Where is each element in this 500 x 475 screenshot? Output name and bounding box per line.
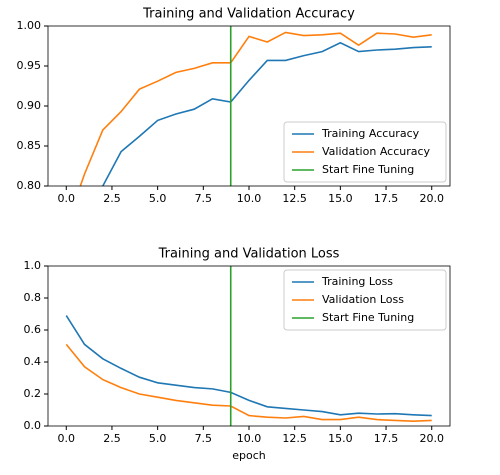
chart-title: Training and Validation Accuracy (142, 7, 355, 22)
y-tick-label: 0.85 (17, 139, 42, 152)
x-tick-label: 20.0 (419, 432, 444, 445)
legend-label: Training Accuracy (321, 127, 420, 140)
x-tick-label: 0.0 (58, 192, 76, 205)
axes-frame (47, 265, 451, 427)
series-line (65, 343, 432, 423)
x-tick-label: 7.5 (195, 432, 213, 445)
plot-area (65, 266, 432, 426)
y-tick-label: 0.0 (24, 419, 42, 432)
y-tick-label: 0.90 (17, 99, 42, 112)
legend-label: Validation Accuracy (322, 145, 431, 158)
x-tick-label: 17.5 (374, 432, 399, 445)
y-tick-label: 0.95 (17, 59, 42, 72)
x-tick-label: 12.5 (282, 192, 307, 205)
x-tick-label: 15.0 (328, 432, 353, 445)
legend-label: Start Fine Tuning (322, 311, 414, 324)
chart-title: Training and Validation Loss (158, 247, 340, 262)
x-tick-label: 20.0 (419, 192, 444, 205)
y-tick-label: 0.80 (17, 179, 42, 192)
y-tick-label: 0.4 (24, 355, 42, 368)
legend-label: Start Fine Tuning (322, 163, 414, 176)
x-tick-label: 10.0 (237, 432, 262, 445)
series-line (65, 315, 432, 417)
series-line (79, 31, 432, 186)
legend-box (283, 121, 447, 183)
x-tick-label: 17.5 (374, 192, 399, 205)
x-tick-label: 2.5 (103, 432, 121, 445)
y-tick-label: 0.2 (24, 387, 42, 400)
legend-label: Training Loss (321, 275, 393, 288)
y-tick-label: 0.8 (24, 291, 42, 304)
y-tick-label: 0.6 (24, 323, 42, 336)
legend-label: Validation Loss (322, 293, 404, 306)
x-tick-label: 5.0 (149, 432, 167, 445)
x-tick-label: 5.0 (149, 192, 167, 205)
x-tick-label: 15.0 (328, 192, 353, 205)
plot: Training and Validation Loss 0.0 2.5 5.0 7.5… (24, 247, 451, 462)
axes-frame (47, 25, 451, 187)
plot-area (79, 26, 432, 186)
x-tick-label: 10.0 (237, 192, 262, 205)
x-tick-label: 12.5 (282, 432, 307, 445)
x-tick-label: 0.0 (58, 432, 76, 445)
y-tick-label: 1.0 (24, 259, 42, 272)
x-tick-label: 2.5 (103, 192, 121, 205)
x-axis-label: epoch (232, 449, 266, 462)
legend-box (283, 269, 447, 331)
plot: Training and Validation Accuracy 0.0 2.5 5.… (17, 7, 451, 205)
y-tick-label: 1.00 (17, 19, 42, 32)
x-tick-label: 7.5 (195, 192, 213, 205)
series-line (101, 41, 432, 186)
